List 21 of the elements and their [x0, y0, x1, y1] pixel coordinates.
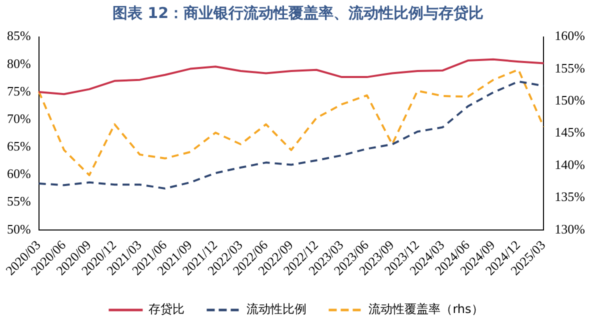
y2-tick-label: 155%	[554, 60, 586, 76]
y-tick-label: 50%	[6, 221, 31, 236]
y-tick-label: 60%	[6, 166, 31, 182]
y-tick-label: 55%	[6, 194, 31, 209]
legend-label: 存贷比	[148, 302, 185, 316]
y-tick-label: 85%	[6, 28, 31, 44]
y-tick-label: 75%	[6, 83, 31, 98]
y-tick-label: 80%	[6, 56, 31, 71]
y2-tick-label: 140%	[554, 156, 586, 172]
y-tick-label: 70%	[6, 110, 31, 126]
line-series	[38, 68, 545, 176]
y2-tick-label: 145%	[554, 124, 586, 140]
chart-title: 图表 12：商业银行流动性覆盖率、流动性比例与存贷比	[111, 3, 485, 24]
y2-tick-label: 130%	[554, 221, 586, 236]
legend-label: 流动性覆盖率（rhs）	[368, 302, 484, 316]
legend-label: 流动性比例	[246, 302, 307, 316]
y-tick-label: 65%	[6, 138, 31, 154]
line-series	[38, 80, 545, 190]
y2-tick-label: 150%	[554, 92, 586, 108]
y2-tick-label: 135%	[554, 189, 586, 204]
y2-tick-label: 160%	[554, 28, 586, 44]
